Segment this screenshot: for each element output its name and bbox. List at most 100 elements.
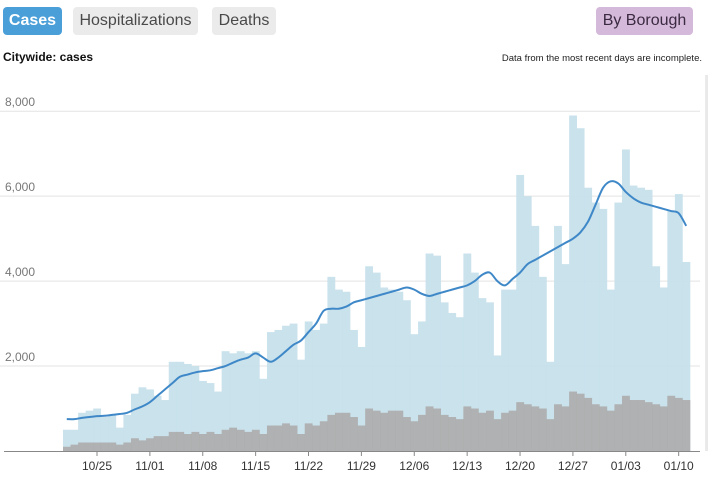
second-series-bar: [569, 391, 577, 451]
case-bar: [380, 287, 389, 451]
case-bar: [236, 351, 245, 451]
x-tick-label: 11/29: [347, 459, 376, 473]
x-tick-label: 11/15: [241, 459, 270, 473]
x-tick-label: 11/08: [188, 459, 217, 473]
second-series-bar: [599, 406, 608, 451]
case-bar: [161, 400, 170, 451]
case-bar: [183, 363, 192, 451]
case-bar: [63, 429, 71, 451]
second-series-bar: [493, 419, 502, 451]
second-series-bar: [350, 417, 358, 451]
case-bar: [659, 287, 668, 451]
second-series-bar: [244, 431, 253, 451]
second-series-bar: [486, 410, 494, 451]
second-series-bar: [614, 404, 623, 451]
second-series-bar: [274, 425, 283, 451]
tab-hospitalizations[interactable]: Hospitalizations: [73, 7, 198, 35]
x-axis-ticks: 10/25 11/01 11/08 11/15 11/22 11/29 12/06 12/13…: [82, 451, 694, 473]
second-series-bar: [470, 408, 479, 451]
second-series-bar: [100, 442, 109, 451]
case-bar: [138, 387, 147, 451]
by-borough-button[interactable]: By Borough: [596, 7, 693, 35]
case-bar: [153, 395, 162, 451]
case-bar: [130, 393, 139, 451]
y-tick-label: 6,000: [5, 180, 35, 194]
case-bar: [85, 410, 94, 451]
case-bar: [78, 412, 86, 451]
cases-bars: [63, 115, 691, 452]
second-series-bar: [554, 404, 562, 451]
tab-deaths[interactable]: Deaths: [212, 7, 276, 35]
case-bar: [146, 389, 154, 451]
case-bar: [244, 353, 253, 451]
second-series-bar: [63, 446, 71, 451]
second-series-bar: [357, 425, 366, 451]
case-bar: [176, 361, 185, 451]
second-series-bar: [448, 417, 457, 451]
second-series-bar: [198, 434, 207, 451]
case-bar: [614, 202, 623, 451]
second-series-bar: [138, 440, 147, 451]
second-series-bar: [387, 410, 396, 451]
second-series-bar: [629, 400, 638, 451]
case-bar: [637, 187, 645, 451]
second-series-bar: [652, 404, 661, 451]
x-tick-label: 10/25: [82, 459, 112, 473]
case-bar: [123, 414, 132, 451]
second-series-bar: [251, 429, 260, 451]
second-series-bar: [183, 434, 192, 451]
second-series-bar: [93, 442, 102, 451]
second-series-bar: [606, 410, 615, 451]
second-series-bar: [236, 429, 245, 451]
case-bar: [327, 276, 336, 451]
second-series-bar: [584, 397, 593, 451]
second-series-bar: [622, 395, 630, 451]
chart-title: Citywide: cases: [3, 50, 94, 64]
case-bar: [554, 225, 562, 451]
case-bar: [312, 329, 321, 451]
second-series-bar: [78, 442, 86, 451]
case-bar: [455, 317, 464, 451]
tab-cases[interactable]: Cases: [3, 7, 62, 35]
second-series-bar: [153, 436, 162, 451]
case-bar: [342, 291, 351, 451]
second-series-bar: [561, 406, 570, 451]
x-tick-label: 12/20: [505, 459, 535, 473]
second-series-bar: [501, 412, 509, 451]
second-series-bar: [176, 431, 185, 451]
second-series-bar: [327, 414, 336, 451]
case-bar: [674, 194, 683, 451]
case-bar: [229, 353, 238, 451]
second-series-bar: [402, 417, 411, 451]
case-bar: [486, 302, 494, 451]
second-series-bar: [85, 442, 94, 451]
x-tick-label: 01/10: [664, 459, 694, 473]
case-bar: [448, 312, 457, 451]
case-bar: [644, 189, 653, 451]
case-bar: [350, 329, 358, 451]
second-series-bar: [372, 410, 381, 451]
incomplete-period-shade: [705, 75, 708, 451]
second-series-bar: [637, 400, 645, 451]
x-tick-label: 11/01: [135, 459, 164, 473]
second-series-bar: [289, 425, 298, 451]
case-bar: [251, 351, 260, 451]
case-bar: [266, 332, 275, 451]
case-bar: [493, 355, 502, 451]
case-bar: [387, 289, 396, 451]
case-bar: [206, 383, 215, 451]
second-series-bar: [108, 442, 117, 451]
second-series-bar: [282, 423, 290, 451]
second-series-bar: [682, 400, 691, 451]
case-bar: [372, 272, 381, 451]
case-bar: [70, 429, 79, 451]
second-series-bar: [115, 444, 124, 451]
case-bar: [357, 346, 366, 451]
y-axis-ticks: 2,000 4,000 6,000 8,000: [5, 95, 35, 364]
second-series-bar: [304, 423, 313, 451]
x-tick-label: 11/22: [294, 459, 323, 473]
second-series-bar: [425, 406, 434, 451]
case-bar: [365, 266, 374, 451]
case-bar: [297, 359, 306, 451]
case-bar: [478, 298, 487, 451]
